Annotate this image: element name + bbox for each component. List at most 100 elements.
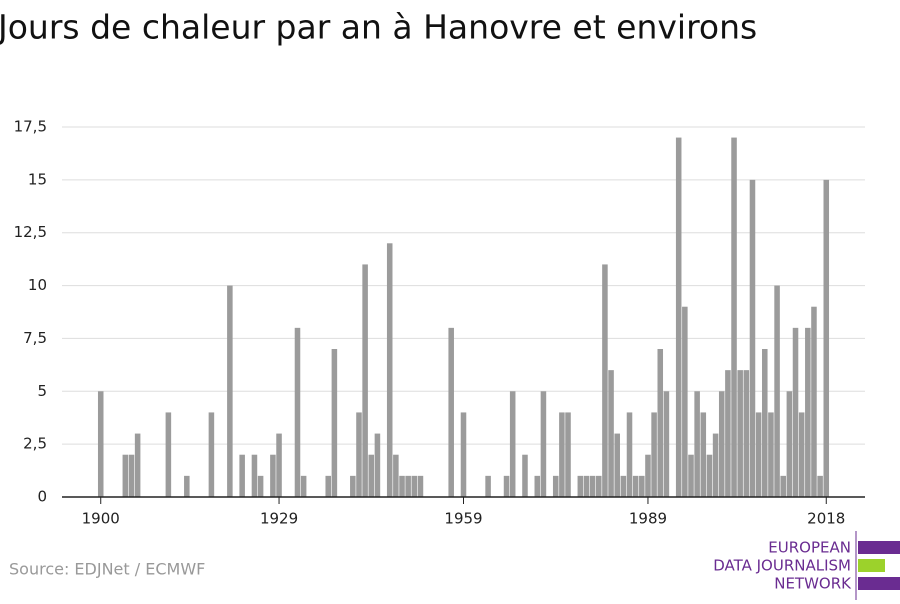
bar <box>97 391 104 497</box>
bar <box>768 412 774 497</box>
bar <box>374 433 381 497</box>
bar <box>239 454 245 497</box>
bar <box>208 412 215 497</box>
bar <box>718 391 725 497</box>
bar <box>823 179 830 497</box>
bar <box>276 433 282 497</box>
bar <box>657 349 664 497</box>
bar <box>743 370 750 497</box>
bar <box>811 306 817 497</box>
y-tick-label: 2,5 <box>23 435 47 453</box>
bar <box>540 391 547 497</box>
bar <box>639 475 645 497</box>
bar <box>128 454 135 497</box>
bar <box>350 475 356 497</box>
bar <box>448 327 454 497</box>
bar <box>632 475 639 497</box>
chart-title: Jours de chaleur par an à Hanovre et env… <box>0 8 757 47</box>
y-tick-label: 7,5 <box>23 329 47 347</box>
bar <box>602 264 608 497</box>
bar <box>251 454 258 497</box>
bar <box>645 454 651 497</box>
bar <box>300 475 307 497</box>
bar <box>694 391 700 497</box>
y-tick-label: 0 <box>37 488 47 506</box>
logo-text: EUROPEAN <box>768 539 851 557</box>
bar <box>386 243 393 497</box>
bar <box>405 475 411 497</box>
bar <box>257 475 264 497</box>
bar <box>393 454 399 497</box>
bar <box>712 433 719 497</box>
bar <box>614 433 620 497</box>
x-tick-label: 1959 <box>444 510 482 528</box>
bar <box>817 475 823 497</box>
x-tick-label: 1989 <box>629 510 667 528</box>
bar <box>755 412 762 497</box>
source: Source: EDJNet / ECMWF <box>9 560 205 579</box>
bar <box>700 412 707 497</box>
logo-bar <box>858 541 900 554</box>
bar <box>552 475 559 497</box>
bar <box>731 137 737 498</box>
bar <box>725 370 731 497</box>
bar <box>780 475 786 497</box>
bar <box>682 306 688 497</box>
bar <box>270 454 276 497</box>
bar <box>706 454 713 497</box>
bar <box>184 475 190 497</box>
bar <box>522 454 528 497</box>
bar <box>331 349 338 497</box>
bar <box>399 475 405 497</box>
bar <box>651 412 657 497</box>
bar <box>805 327 811 497</box>
bar <box>460 412 467 497</box>
bar <box>362 264 368 497</box>
bar <box>675 137 682 498</box>
logo-bar <box>858 559 885 572</box>
bar <box>122 454 129 497</box>
x-tick-label: 2018 <box>807 510 845 528</box>
bar <box>620 475 627 497</box>
logo-text: NETWORK <box>774 575 852 593</box>
bar <box>411 475 418 497</box>
y-tick-label: 5 <box>37 382 47 400</box>
bar <box>792 327 799 497</box>
bar <box>485 475 491 497</box>
bar <box>325 475 331 497</box>
bar <box>774 285 780 497</box>
bar <box>688 454 694 497</box>
bar <box>368 454 375 497</box>
bar <box>786 391 793 497</box>
bar <box>798 412 805 497</box>
bar <box>356 412 362 497</box>
bar <box>227 285 233 497</box>
y-tick-label: 12,5 <box>14 223 47 241</box>
bar <box>762 349 768 497</box>
y-tick-label: 10 <box>28 276 47 294</box>
bar <box>509 391 516 497</box>
x-tick-label: 1929 <box>260 510 298 528</box>
bar <box>503 475 510 497</box>
bar <box>583 475 590 497</box>
logo-bar <box>858 577 900 590</box>
bar <box>749 179 756 497</box>
bar <box>596 475 602 497</box>
bar <box>559 412 565 497</box>
bar <box>626 412 633 497</box>
x-tick-label: 1900 <box>82 510 120 528</box>
bar <box>565 412 571 497</box>
logo-text: DATA JOURNALISM <box>713 557 851 575</box>
bar <box>294 327 301 497</box>
y-tick-label: 17,5 <box>14 118 47 136</box>
bar <box>134 433 141 497</box>
bar <box>534 475 541 497</box>
bar <box>165 412 172 497</box>
bar <box>589 475 596 497</box>
y-tick-label: 15 <box>28 170 47 188</box>
bar <box>737 370 743 497</box>
bar <box>417 475 424 497</box>
bar <box>577 475 584 497</box>
bar <box>663 391 670 497</box>
